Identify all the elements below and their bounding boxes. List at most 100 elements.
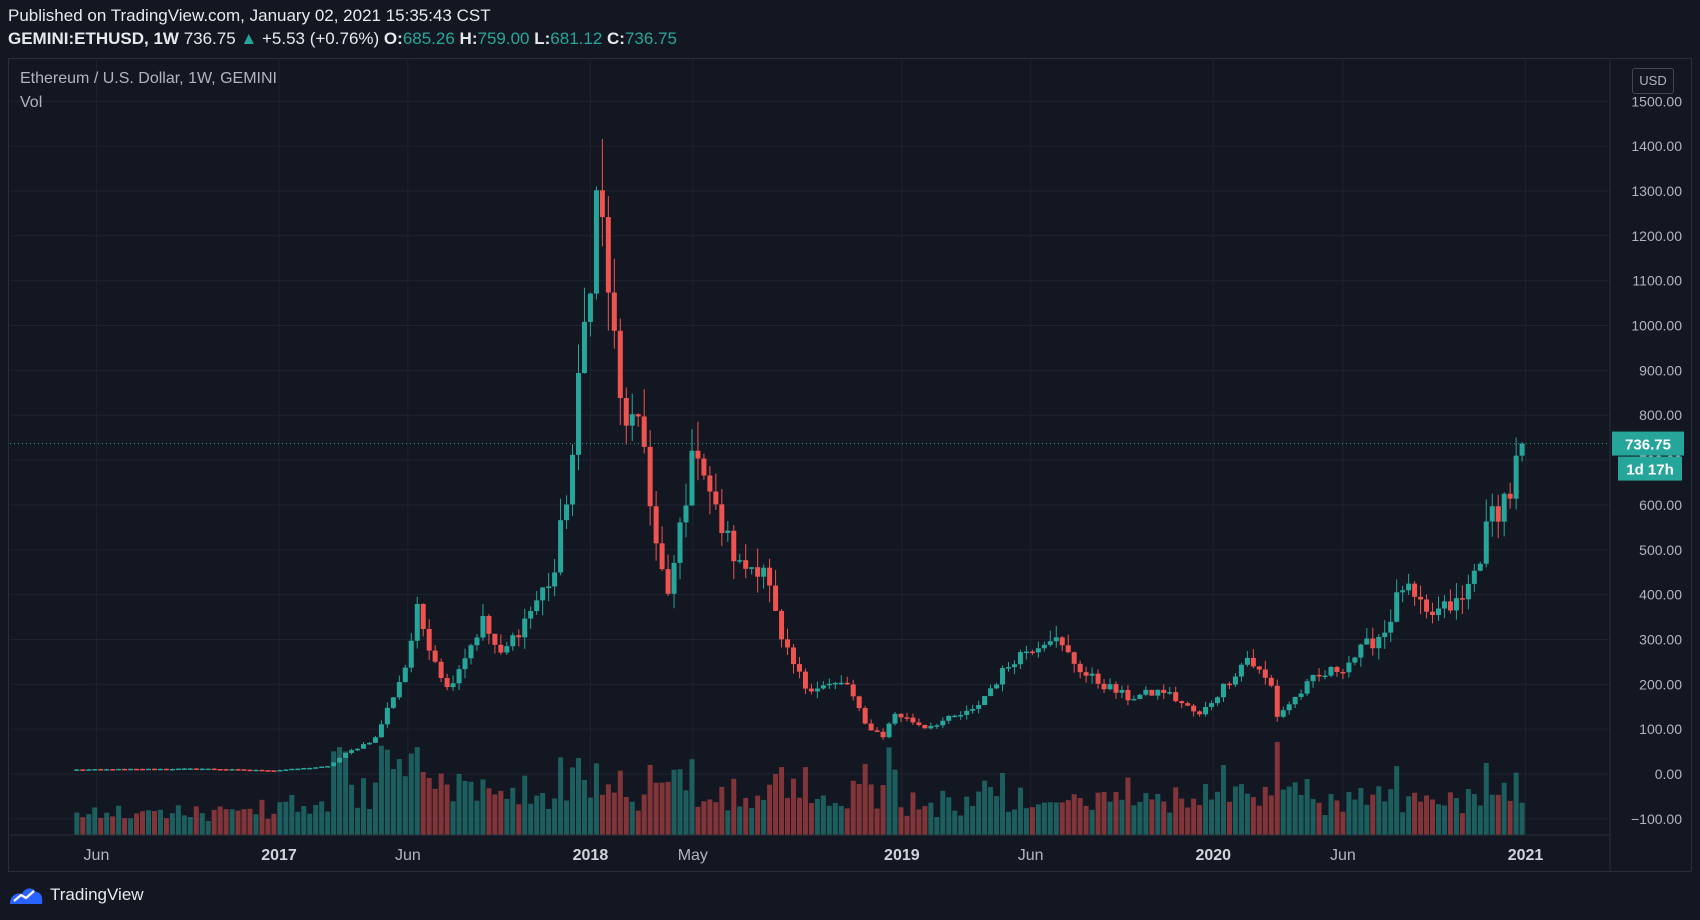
volume-bar — [1005, 811, 1011, 835]
footer-brand[interactable]: TradingView — [8, 884, 144, 906]
candle-body — [940, 720, 946, 726]
candle-body — [1000, 668, 1006, 685]
volume-bar — [510, 787, 516, 835]
candle-body — [1447, 601, 1453, 611]
volume-bar — [1011, 809, 1017, 835]
chart-legend-title[interactable]: Ethereum / U.S. Dollar, 1W, GEMINI — [20, 70, 277, 87]
chart-frame[interactable] — [8, 58, 1692, 872]
volume-bar — [719, 786, 725, 835]
volume-bar — [289, 794, 295, 835]
volume-bar — [1203, 784, 1209, 835]
candle-body — [1262, 669, 1268, 678]
volume-bar — [1424, 795, 1430, 835]
volume-bar — [145, 810, 151, 835]
y-tick-label: 1100.00 — [1632, 273, 1682, 289]
volume-bar — [647, 764, 653, 835]
candle-body — [844, 682, 850, 685]
volume-bar — [128, 818, 134, 835]
volume-bar — [1501, 782, 1507, 835]
volume-bar — [486, 788, 492, 835]
candle-body — [1495, 506, 1501, 522]
candle-body — [1059, 637, 1065, 646]
candle-body — [976, 705, 982, 709]
volume-bar — [1340, 811, 1346, 835]
candle-body — [80, 769, 86, 771]
volume-bar — [271, 813, 277, 835]
candle-body — [265, 770, 271, 772]
volume-bar — [1107, 801, 1113, 835]
last-price-tag — [1612, 431, 1684, 456]
volume-bar — [922, 806, 928, 835]
candle-body — [1071, 652, 1077, 664]
volume-bar — [360, 778, 366, 835]
volume-bar — [564, 800, 570, 835]
candle-body — [617, 330, 623, 399]
candle-body — [886, 723, 892, 738]
candle-body — [92, 769, 98, 771]
volume-bar — [450, 801, 456, 835]
candle-body — [1167, 692, 1173, 694]
symbol-label[interactable]: GEMINI:ETHUSD, 1W — [8, 29, 179, 48]
volume-bar — [1077, 798, 1083, 835]
candle-body — [289, 768, 295, 771]
candle-body — [659, 543, 665, 570]
volume-bar — [540, 792, 546, 835]
candle-body — [1035, 648, 1041, 653]
countdown-tag-label: 1d 17h — [1626, 462, 1674, 479]
volume-bar — [420, 772, 426, 835]
x-tick-label: May — [678, 847, 708, 864]
volume-bar — [1173, 787, 1179, 835]
volume-bar — [1268, 795, 1274, 835]
candle-body — [235, 769, 241, 771]
candle-body — [1346, 662, 1352, 673]
volume-bar — [1519, 802, 1525, 835]
volume-bar — [235, 810, 241, 835]
volume-bar — [295, 811, 301, 835]
volume-bar — [492, 794, 498, 835]
volume-bar — [1310, 799, 1316, 835]
candle-body — [934, 725, 940, 727]
volume-bar — [1185, 807, 1191, 835]
volume-bar — [116, 805, 122, 835]
candle-body — [1077, 663, 1083, 673]
volume-bar — [1101, 792, 1107, 835]
volume-bar — [707, 799, 713, 835]
volume-bar — [1250, 797, 1256, 835]
volume-bar — [683, 790, 689, 835]
candle-body — [546, 586, 552, 588]
candle-body — [151, 768, 157, 771]
candle-body — [277, 770, 283, 772]
candle-body — [1185, 703, 1191, 706]
candle-body — [1143, 689, 1149, 695]
volume-bar — [826, 805, 832, 835]
volume-bar — [1137, 801, 1143, 835]
candle-body — [725, 530, 731, 533]
candle-body — [1191, 705, 1197, 712]
candle-body — [522, 618, 528, 638]
candle-body — [767, 567, 773, 586]
volume-bar — [319, 801, 325, 835]
candle-body — [713, 491, 719, 505]
volume-bar — [1256, 805, 1262, 835]
volume-bar — [349, 784, 355, 835]
volume-bar — [504, 798, 510, 835]
currency-button[interactable]: USD — [1632, 68, 1674, 94]
candle-body — [444, 677, 450, 688]
candle-body — [1400, 590, 1406, 593]
x-tick-label: 2017 — [261, 847, 297, 864]
volume-bar — [1459, 813, 1465, 835]
volume-legend[interactable]: Vol — [20, 94, 43, 111]
y-tick-label: 200.00 — [1639, 676, 1682, 692]
candle-body — [295, 768, 301, 771]
tradingview-logo-icon — [10, 888, 43, 904]
volume-bar — [247, 808, 253, 835]
volume-bar — [1179, 798, 1185, 835]
volume-bar — [1083, 805, 1089, 835]
volume-bar — [307, 813, 313, 835]
candle-body — [964, 710, 970, 716]
candle-body — [1113, 684, 1119, 693]
candle-body — [570, 454, 576, 505]
volume-bar — [761, 799, 767, 835]
y-tick-label: 100.00 — [1639, 721, 1682, 737]
